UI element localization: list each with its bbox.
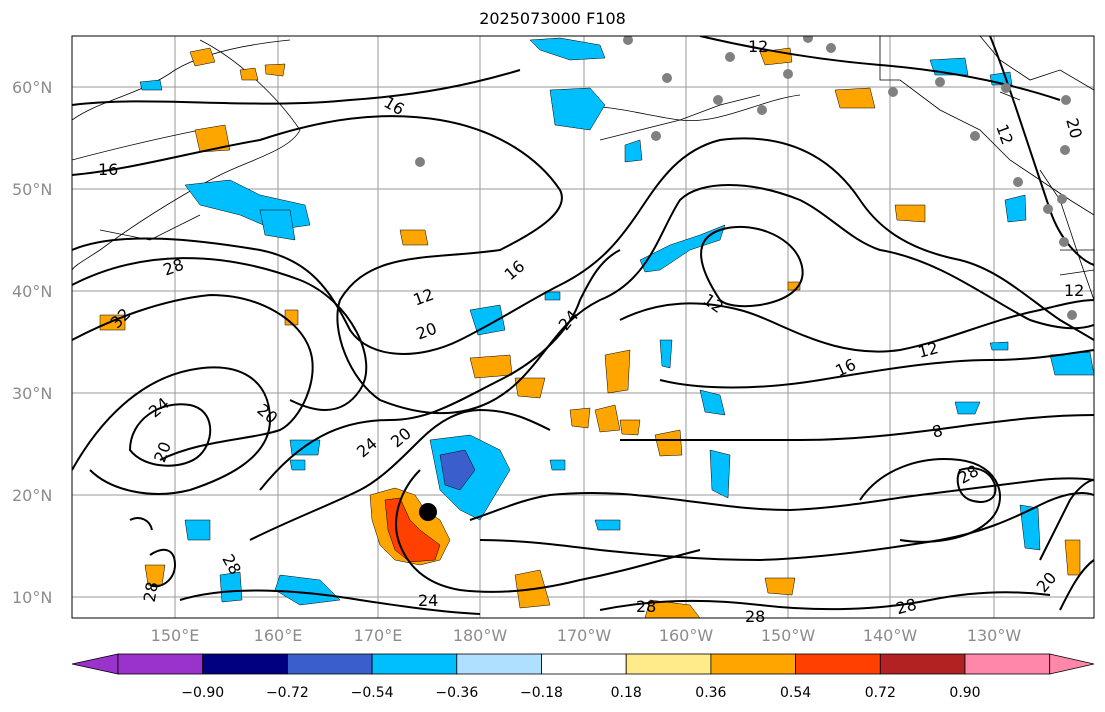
contour-label: 24	[555, 306, 583, 334]
contour-label: 28	[218, 551, 245, 578]
colorbar-tick-label: 0.72	[864, 685, 896, 701]
lat-label: 30°N	[12, 384, 53, 403]
colorbar-high-extension	[1049, 653, 1095, 675]
lat-label: 40°N	[12, 282, 53, 301]
colorbar-tick-label: −0.90	[181, 685, 225, 701]
colorbar-segment	[117, 653, 204, 675]
contour-label: 20	[150, 439, 175, 465]
contour-label: 12	[411, 285, 437, 310]
contour-label: 12	[1064, 281, 1084, 300]
map-frame	[71, 35, 1095, 619]
contour-label: 20	[387, 424, 415, 452]
colorbar-segment	[371, 653, 458, 675]
lon-label: 150°W	[760, 626, 816, 645]
lon-label: 160°E	[253, 626, 303, 645]
contour-label: 28	[636, 597, 656, 616]
contour-label: 12	[748, 37, 768, 56]
colorbar-segment	[795, 653, 881, 675]
coastlines	[72, 36, 1094, 301]
contour-label: 28	[745, 607, 765, 626]
colorbar-tick-label: 0.18	[610, 685, 642, 701]
colorbar-tick-label: −0.36	[435, 685, 479, 701]
contour-label: 28	[140, 580, 162, 603]
lon-label: 140°W	[862, 626, 918, 645]
colorbar-segment	[286, 653, 373, 675]
colorbar-segment	[202, 653, 288, 675]
colorbar-low-extension	[71, 653, 119, 675]
lat-label: 10°N	[12, 588, 53, 607]
colorbar-tick-label: 0.54	[780, 685, 812, 701]
lon-label: 150°E	[150, 626, 200, 645]
contour-label: 16	[98, 160, 118, 179]
contour-label: 12	[699, 290, 727, 317]
colorbar-tick-label: −0.72	[265, 685, 309, 701]
lat-label: 20°N	[12, 486, 53, 505]
lon-label: 170°E	[353, 626, 403, 645]
lat-gridlines	[72, 86, 1094, 598]
map-title: 2025073000 F108	[479, 9, 626, 28]
contour-label: 16	[501, 256, 529, 284]
station-dots	[415, 36, 1077, 320]
lat-label: 50°N	[12, 180, 53, 199]
lat-label: 60°N	[12, 78, 53, 97]
colorbar-segment	[710, 653, 797, 675]
contour-label: 20	[1033, 568, 1061, 596]
colorbar-tick-label: 0.90	[949, 685, 981, 701]
lon-label: 160°W	[658, 626, 714, 645]
colorbar-segment	[879, 653, 966, 675]
contour-label: 20	[253, 400, 281, 428]
contour-label: 12	[916, 338, 941, 362]
colorbar-tick-label: −0.18	[520, 685, 563, 701]
colorbar-segment	[541, 653, 627, 675]
lon-label: 180°W	[452, 626, 508, 645]
shading-patches	[99, 37, 1094, 618]
contour-label: 12	[992, 122, 1017, 148]
contour-label: 8	[930, 421, 945, 442]
contour-label: 24	[145, 394, 173, 422]
colorbar-segment	[625, 653, 712, 675]
contour-lines	[72, 36, 1094, 615]
contour-label: 20	[1062, 116, 1086, 141]
contour-label: 24	[418, 591, 438, 610]
colorbar-tick-label: 0.36	[695, 685, 727, 701]
colorbar	[71, 653, 1095, 675]
contour-label: 28	[894, 595, 919, 619]
colorbar-segment	[456, 653, 542, 675]
contour-label: 20	[414, 319, 440, 344]
colorbar-tick-label: −0.54	[350, 685, 394, 701]
storm-center-marker	[419, 503, 437, 521]
lon-label: 170°W	[556, 626, 612, 645]
lon-label: 130°W	[966, 626, 1022, 645]
colorbar-segment	[964, 653, 1051, 675]
contour-label: 24	[353, 434, 381, 462]
